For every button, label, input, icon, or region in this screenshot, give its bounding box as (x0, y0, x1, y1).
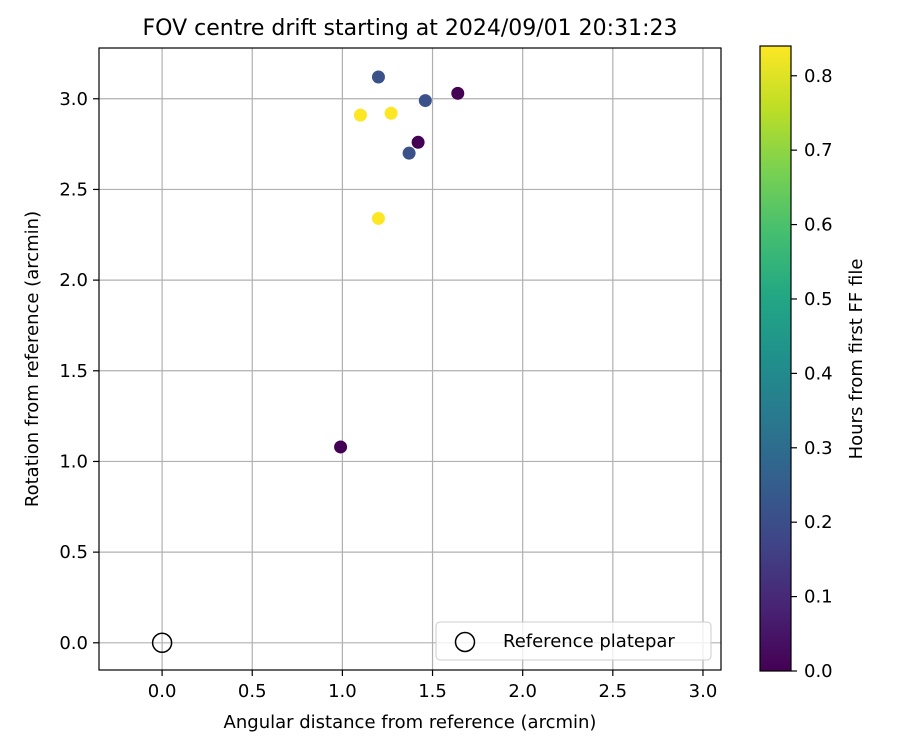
reference-marker (151, 632, 173, 654)
data-point (371, 70, 385, 84)
x-tick-label: 2.5 (599, 681, 628, 702)
colorbar-ticks: 0.0 0.1 0.2 0.3 0.4 0.5 0.6 0.7 0.8 (791, 66, 833, 682)
plot-frame (98, 47, 722, 671)
data-point (418, 94, 432, 108)
legend-reference-label: Reference platepar (503, 631, 675, 652)
colorbar-tick-label: 0.8 (804, 66, 833, 87)
x-tick-label: 1.5 (418, 681, 447, 702)
x-tick-label: 3.0 (689, 681, 718, 702)
x-axis-label: Angular distance from reference (arcmin) (224, 712, 597, 733)
legend-box (435, 621, 712, 661)
legend-reference-marker (454, 631, 476, 653)
data-point (451, 86, 465, 100)
y-tick-label: 1.0 (59, 451, 88, 472)
data-point (384, 106, 398, 120)
chart-title: FOV centre drift starting at 2024/09/01 … (143, 16, 678, 41)
data-point (402, 146, 416, 160)
x-tick-label: 1.0 (328, 681, 357, 702)
colorbar-tick-label: 0.4 (804, 363, 833, 384)
data-point (411, 135, 425, 149)
data-point (334, 440, 348, 454)
y-axis-label: Rotation from reference (arcmin) (22, 211, 43, 507)
y-tick-label: 2.5 (59, 179, 88, 200)
y-axis: 0.0 0.5 1.0 1.5 2.0 2.5 3.0 (59, 89, 99, 654)
colorbar: 0.0 0.1 0.2 0.3 0.4 0.5 0.6 0.7 0.8 Hours from f… (759, 45, 867, 682)
colorbar-tick-label: 0.0 (804, 661, 833, 682)
colorbar-tick-label: 0.6 (804, 215, 833, 236)
colorbar-tick-label: 0.2 (804, 512, 833, 533)
x-tick-label: 2.0 (508, 681, 537, 702)
data-point (353, 108, 367, 122)
data-point (371, 211, 385, 225)
y-tick-label: 2.0 (59, 270, 88, 291)
y-tick-label: 3.0 (59, 89, 88, 110)
legend: Reference platepar (435, 621, 712, 661)
x-tick-label: 0.0 (148, 681, 177, 702)
colorbar-tick-label: 0.3 (804, 438, 833, 459)
colorbar-tick-label: 0.5 (804, 289, 833, 310)
y-tick-label: 1.5 (59, 361, 88, 382)
grid (99, 48, 721, 670)
colorbar-tick-label: 0.7 (804, 140, 833, 161)
colorbar-tick-label: 0.1 (804, 587, 833, 608)
y-tick-label: 0.0 (59, 633, 88, 654)
colorbar-gradient (759, 45, 792, 672)
x-tick-label: 0.5 (238, 681, 267, 702)
colorbar-label: Hours from first FF file (846, 259, 867, 460)
x-axis: 0.0 0.5 1.0 1.5 2.0 2.5 3.0 (148, 670, 718, 702)
y-tick-label: 0.5 (59, 542, 88, 563)
data-points (151, 70, 465, 654)
